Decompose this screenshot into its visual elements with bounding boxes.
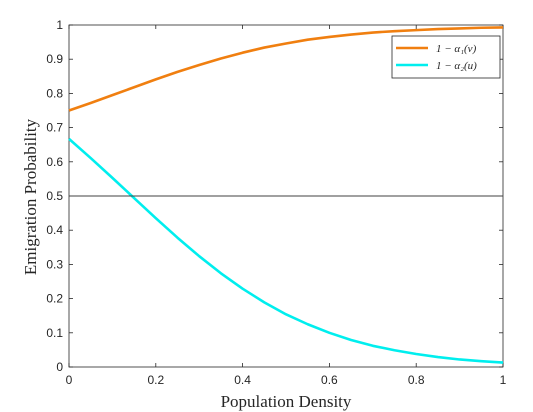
x-axis-title: Population Density	[221, 392, 352, 411]
series-line-1	[68, 26, 504, 112]
x-tick-label: 0.8	[408, 373, 425, 387]
y-tick-label: 0.7	[46, 121, 63, 135]
legend-label: 1 − α₁(v)	[436, 43, 477, 55]
y-tick-label: 0.5	[46, 189, 63, 203]
series-line-2	[68, 137, 504, 364]
y-tick-label: 1	[56, 18, 63, 32]
y-tick-label: 0.3	[46, 257, 63, 271]
y-tick-label: 0.8	[46, 86, 63, 100]
y-tick-label: 0	[56, 360, 63, 374]
x-tick-label: 0.6	[321, 373, 338, 387]
x-tick-label: 0.2	[147, 373, 164, 387]
y-tick-label: 0.9	[46, 52, 63, 66]
x-tick-label: 1	[500, 373, 507, 387]
y-tick-label: 0.6	[46, 155, 63, 169]
y-axis-title: Emigration Probability	[21, 118, 40, 275]
y-tick-label: 0.1	[46, 326, 63, 340]
y-tick-label: 0.2	[46, 292, 63, 306]
y-tick-label: 0.4	[46, 223, 63, 237]
x-tick-label: 0	[66, 373, 73, 387]
legend-box	[391, 35, 501, 79]
x-tick-label: 0.4	[234, 373, 251, 387]
legend-label: 1 − α₂(u)	[436, 60, 477, 72]
